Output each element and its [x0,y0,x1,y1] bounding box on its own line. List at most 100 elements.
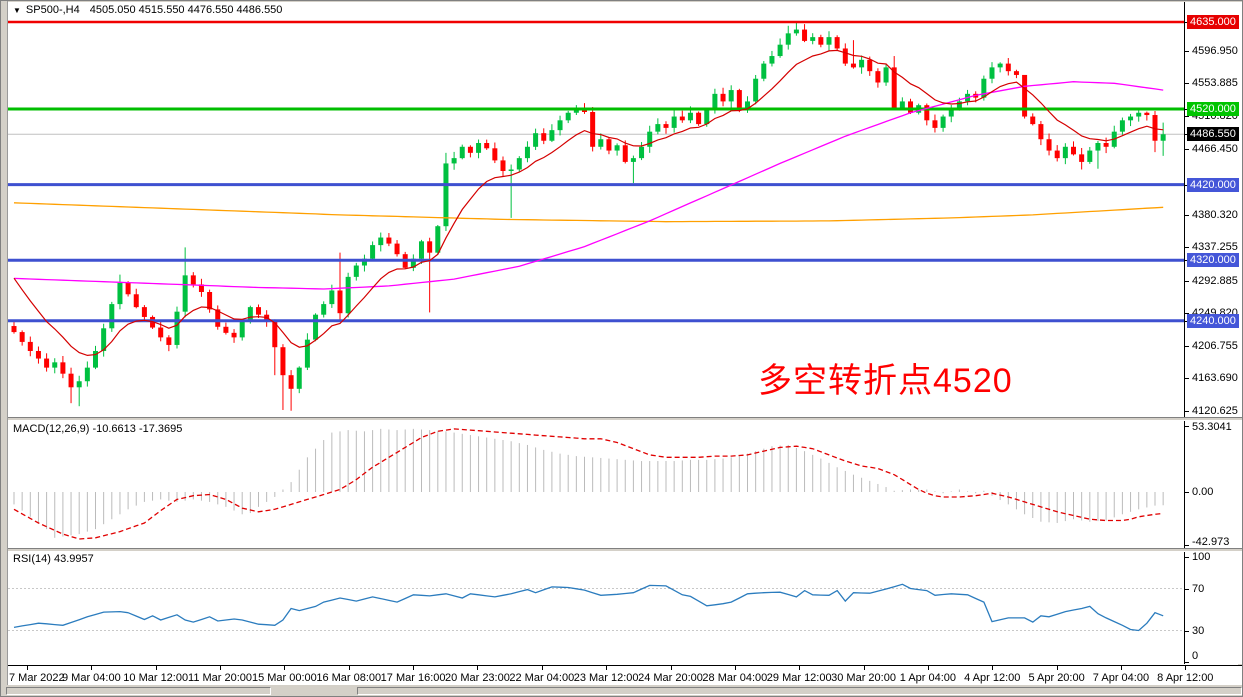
candle-body [687,112,693,121]
candle-body [492,148,498,161]
candle-body [500,160,506,171]
candle-body [174,311,180,345]
candle-body [549,130,555,141]
panel-splitter[interactable] [8,417,1242,421]
candle-body [467,146,473,153]
time-label: 30 Mar 20:00 [831,672,896,684]
time-tick [799,666,801,670]
candle-body [712,93,718,109]
price-tick-label: 4553.885 [1192,77,1238,90]
time-tick [1120,666,1122,670]
macd-axis-label: -42.973 [1192,536,1230,548]
candle-body [891,67,897,109]
candle-body [158,327,164,338]
candle-body [736,90,742,109]
time-tick [284,666,286,670]
candle-body [410,258,416,268]
rsi-chart[interactable] [8,552,1184,664]
candle-body [696,112,702,125]
time-label: 4 Apr 12:00 [964,672,1021,684]
panel-splitter[interactable] [8,548,1242,552]
candle-body [850,63,856,68]
time-tick [863,666,865,670]
time-tick [606,666,608,670]
candle-body [117,282,123,305]
status-bar [1,685,1242,696]
chart-menu-arrow-icon[interactable]: ▼ [13,6,21,15]
time-label: 8 Apr 12:00 [1157,672,1214,684]
candle-body [720,93,726,102]
candle-body [52,362,58,368]
time-tick [541,666,543,670]
candle-body [166,337,172,345]
price-tick-label: 4163.690 [1192,372,1238,385]
candle-body [810,37,816,41]
rsi-axis-label: 30 [1192,624,1205,637]
axis-tick [1185,214,1189,216]
axis-tick [1185,426,1189,427]
symbol-period-label: SP500-,H4 [25,4,80,16]
candle-body [859,59,865,68]
candle-body [27,341,33,351]
axis-tick [1185,83,1189,85]
macd-chart[interactable] [8,421,1184,548]
macd-axis-label: 0.00 [1192,486,1214,498]
candle-body [989,67,995,79]
candle-body [826,37,832,45]
candle-body [394,243,400,255]
time-label: 20 Mar 23:00 [445,672,510,684]
candle-body [728,90,734,102]
chart-annotation-text: 多空转折点4520 [758,362,1013,400]
time-label: 24 Mar 20:00 [638,672,703,684]
time-tick [992,666,994,670]
candle-body [997,63,1003,68]
candle-body [345,276,351,314]
candle-body [35,350,41,359]
candle-body [639,146,645,159]
candle-body [908,101,913,113]
time-label: 9 Mar 04:00 [61,672,121,684]
axis-tick [1185,492,1189,493]
time-axis[interactable]: 7 Mar 2022 9 Mar 04:00 10 Mar 12:00 11 Mar … [8,665,1242,685]
candle-body [883,67,889,83]
candle-body [614,145,620,151]
candle-body [101,328,107,351]
time-label: 15 Mar 00:00 [251,672,317,684]
price-level-badge: 4420.000 [1187,177,1239,192]
candle-body [133,294,139,308]
price-axis[interactable]: 4596.9504553.8854510.8204466.4504380.320… [1184,2,1242,664]
axis-tick [1185,545,1189,547]
candle-body [288,375,294,389]
candle-body [598,139,604,147]
candle-body [1128,116,1134,121]
candle-body [524,146,530,159]
candle-body [761,63,767,79]
price-tick-label: 4337.255 [1192,241,1238,254]
candle-body [1087,150,1093,162]
candle-body [109,304,115,329]
candle-body [1103,143,1109,147]
candle-body [435,226,441,253]
candle-body [1071,146,1076,155]
candle-body [231,332,237,338]
price-chart[interactable] [8,1,1184,417]
axis-tick [1185,630,1189,632]
candle-body [622,145,628,162]
candle-body [875,71,881,83]
candle-body [1022,74,1028,117]
candle-body [304,339,310,368]
candle-body [68,373,74,388]
chart-title: ▼ SP500-,H4 4505.050 4515.550 4476.550 448… [13,4,282,17]
candle-body [948,108,954,117]
candle-body [655,124,661,132]
time-label: 29 Mar 12:00 [766,672,832,684]
candle-body [516,158,522,170]
candle-body [1119,120,1125,132]
candle-body [44,358,50,368]
rsi-line [13,583,1164,632]
axis-tick [1185,50,1189,52]
candle-body [1095,143,1101,151]
candle-body [1144,112,1150,116]
time-label: 7 Apr 04:00 [1092,672,1150,684]
